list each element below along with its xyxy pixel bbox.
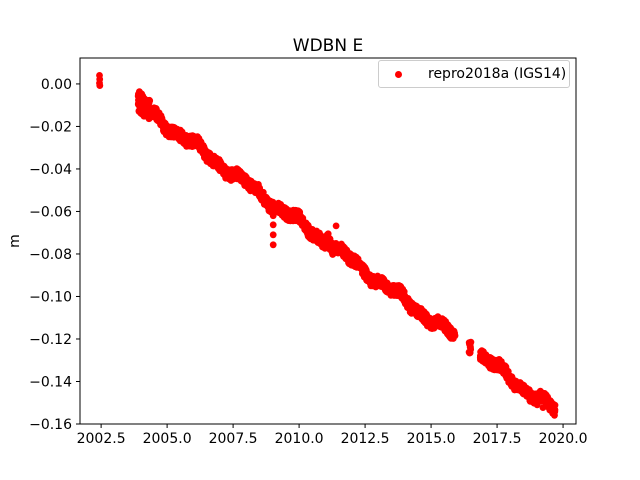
x-axis-tick-label: 2010.0	[275, 431, 324, 447]
y-axis-tick-label: −0.14	[29, 374, 72, 390]
x-axis-tick-label: 2012.5	[341, 431, 390, 447]
y-axis-tick-label: −0.10	[29, 289, 72, 305]
y-axis-tick-label: −0.04	[29, 162, 72, 178]
legend-dot-icon	[395, 70, 402, 78]
y-axis-tick-label: −0.06	[29, 204, 72, 220]
x-axis-tick-label: 2017.5	[473, 431, 522, 447]
x-axis-tick-label: 2007.5	[209, 431, 258, 447]
y-axis-label: m	[7, 234, 23, 248]
x-axis-tick-label: 2002.5	[77, 431, 126, 447]
x-axis-tick-label: 2005.0	[143, 431, 192, 447]
x-axis-tick-label: 2015.0	[407, 431, 456, 447]
x-axis-tick-label: 2020.0	[539, 431, 588, 447]
axes-frame	[79, 57, 577, 425]
y-axis-tick-label: 0.00	[41, 77, 72, 93]
y-axis-tick-label: −0.16	[29, 417, 72, 433]
y-axis-tick-label: −0.02	[29, 119, 72, 135]
scatter-series	[96, 72, 559, 419]
legend-label: repro2018a (IGS14)	[428, 66, 567, 82]
legend: repro2018a (IGS14)	[378, 60, 570, 88]
chart-title: WDBN E	[292, 36, 364, 56]
y-axis-tick-label: −0.08	[29, 247, 72, 263]
y-axis-tick-label: −0.12	[29, 332, 72, 348]
